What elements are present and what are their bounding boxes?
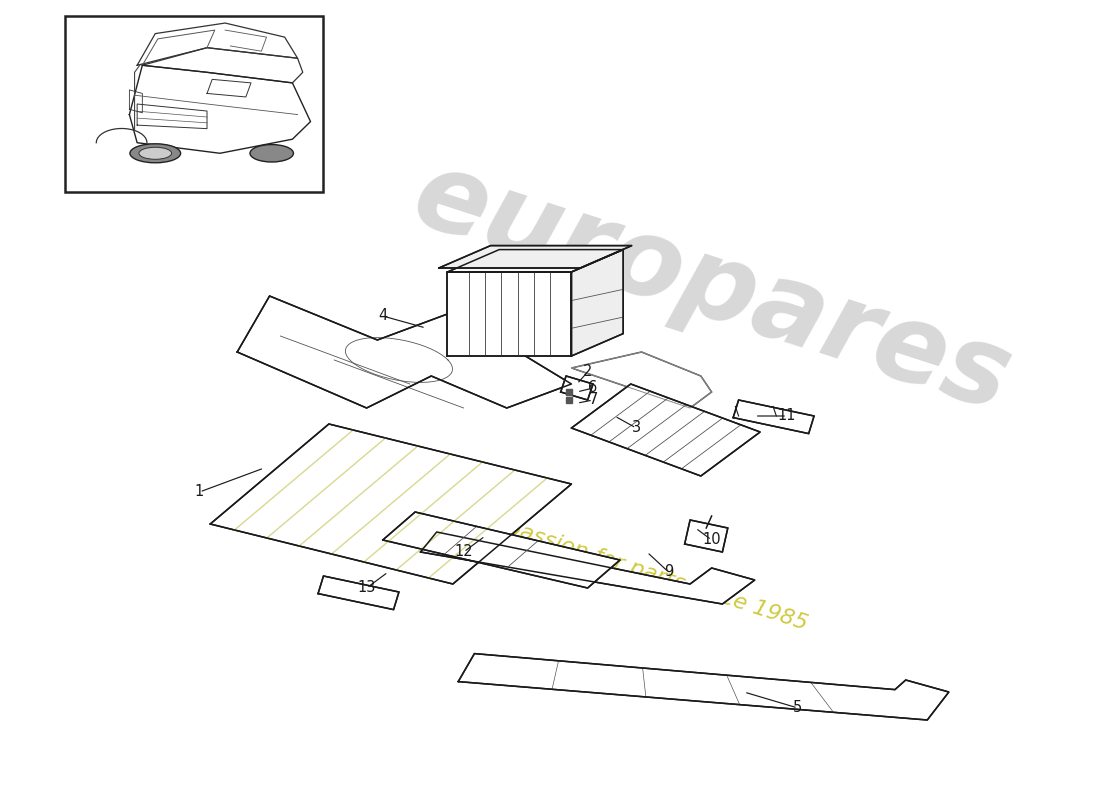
Text: 2: 2: [583, 365, 592, 379]
Polygon shape: [572, 352, 712, 408]
Text: 1: 1: [195, 485, 205, 499]
Polygon shape: [439, 246, 631, 268]
Polygon shape: [383, 512, 620, 588]
Text: 6: 6: [588, 381, 597, 395]
Text: 3: 3: [631, 421, 640, 435]
Polygon shape: [459, 654, 949, 720]
Text: 12: 12: [454, 545, 473, 559]
Text: 7: 7: [588, 393, 597, 407]
Polygon shape: [318, 576, 399, 610]
Text: europares: europares: [400, 142, 1023, 434]
Polygon shape: [210, 424, 572, 584]
Text: a passion for parts since 1985: a passion for parts since 1985: [484, 510, 810, 634]
Polygon shape: [238, 296, 572, 408]
Text: 10: 10: [702, 533, 721, 547]
Polygon shape: [572, 384, 760, 476]
Text: 11: 11: [778, 409, 796, 423]
Polygon shape: [572, 250, 624, 356]
Polygon shape: [420, 532, 755, 604]
Polygon shape: [684, 520, 728, 552]
Ellipse shape: [130, 144, 180, 162]
Polygon shape: [448, 272, 572, 356]
Ellipse shape: [250, 145, 294, 162]
Ellipse shape: [139, 147, 172, 159]
Polygon shape: [448, 250, 624, 272]
Bar: [65, 16, 323, 192]
Text: 4: 4: [378, 309, 387, 323]
Text: 13: 13: [358, 581, 376, 595]
Text: 9: 9: [664, 565, 673, 579]
Text: 5: 5: [793, 701, 803, 715]
Polygon shape: [561, 376, 593, 400]
Polygon shape: [734, 400, 814, 434]
